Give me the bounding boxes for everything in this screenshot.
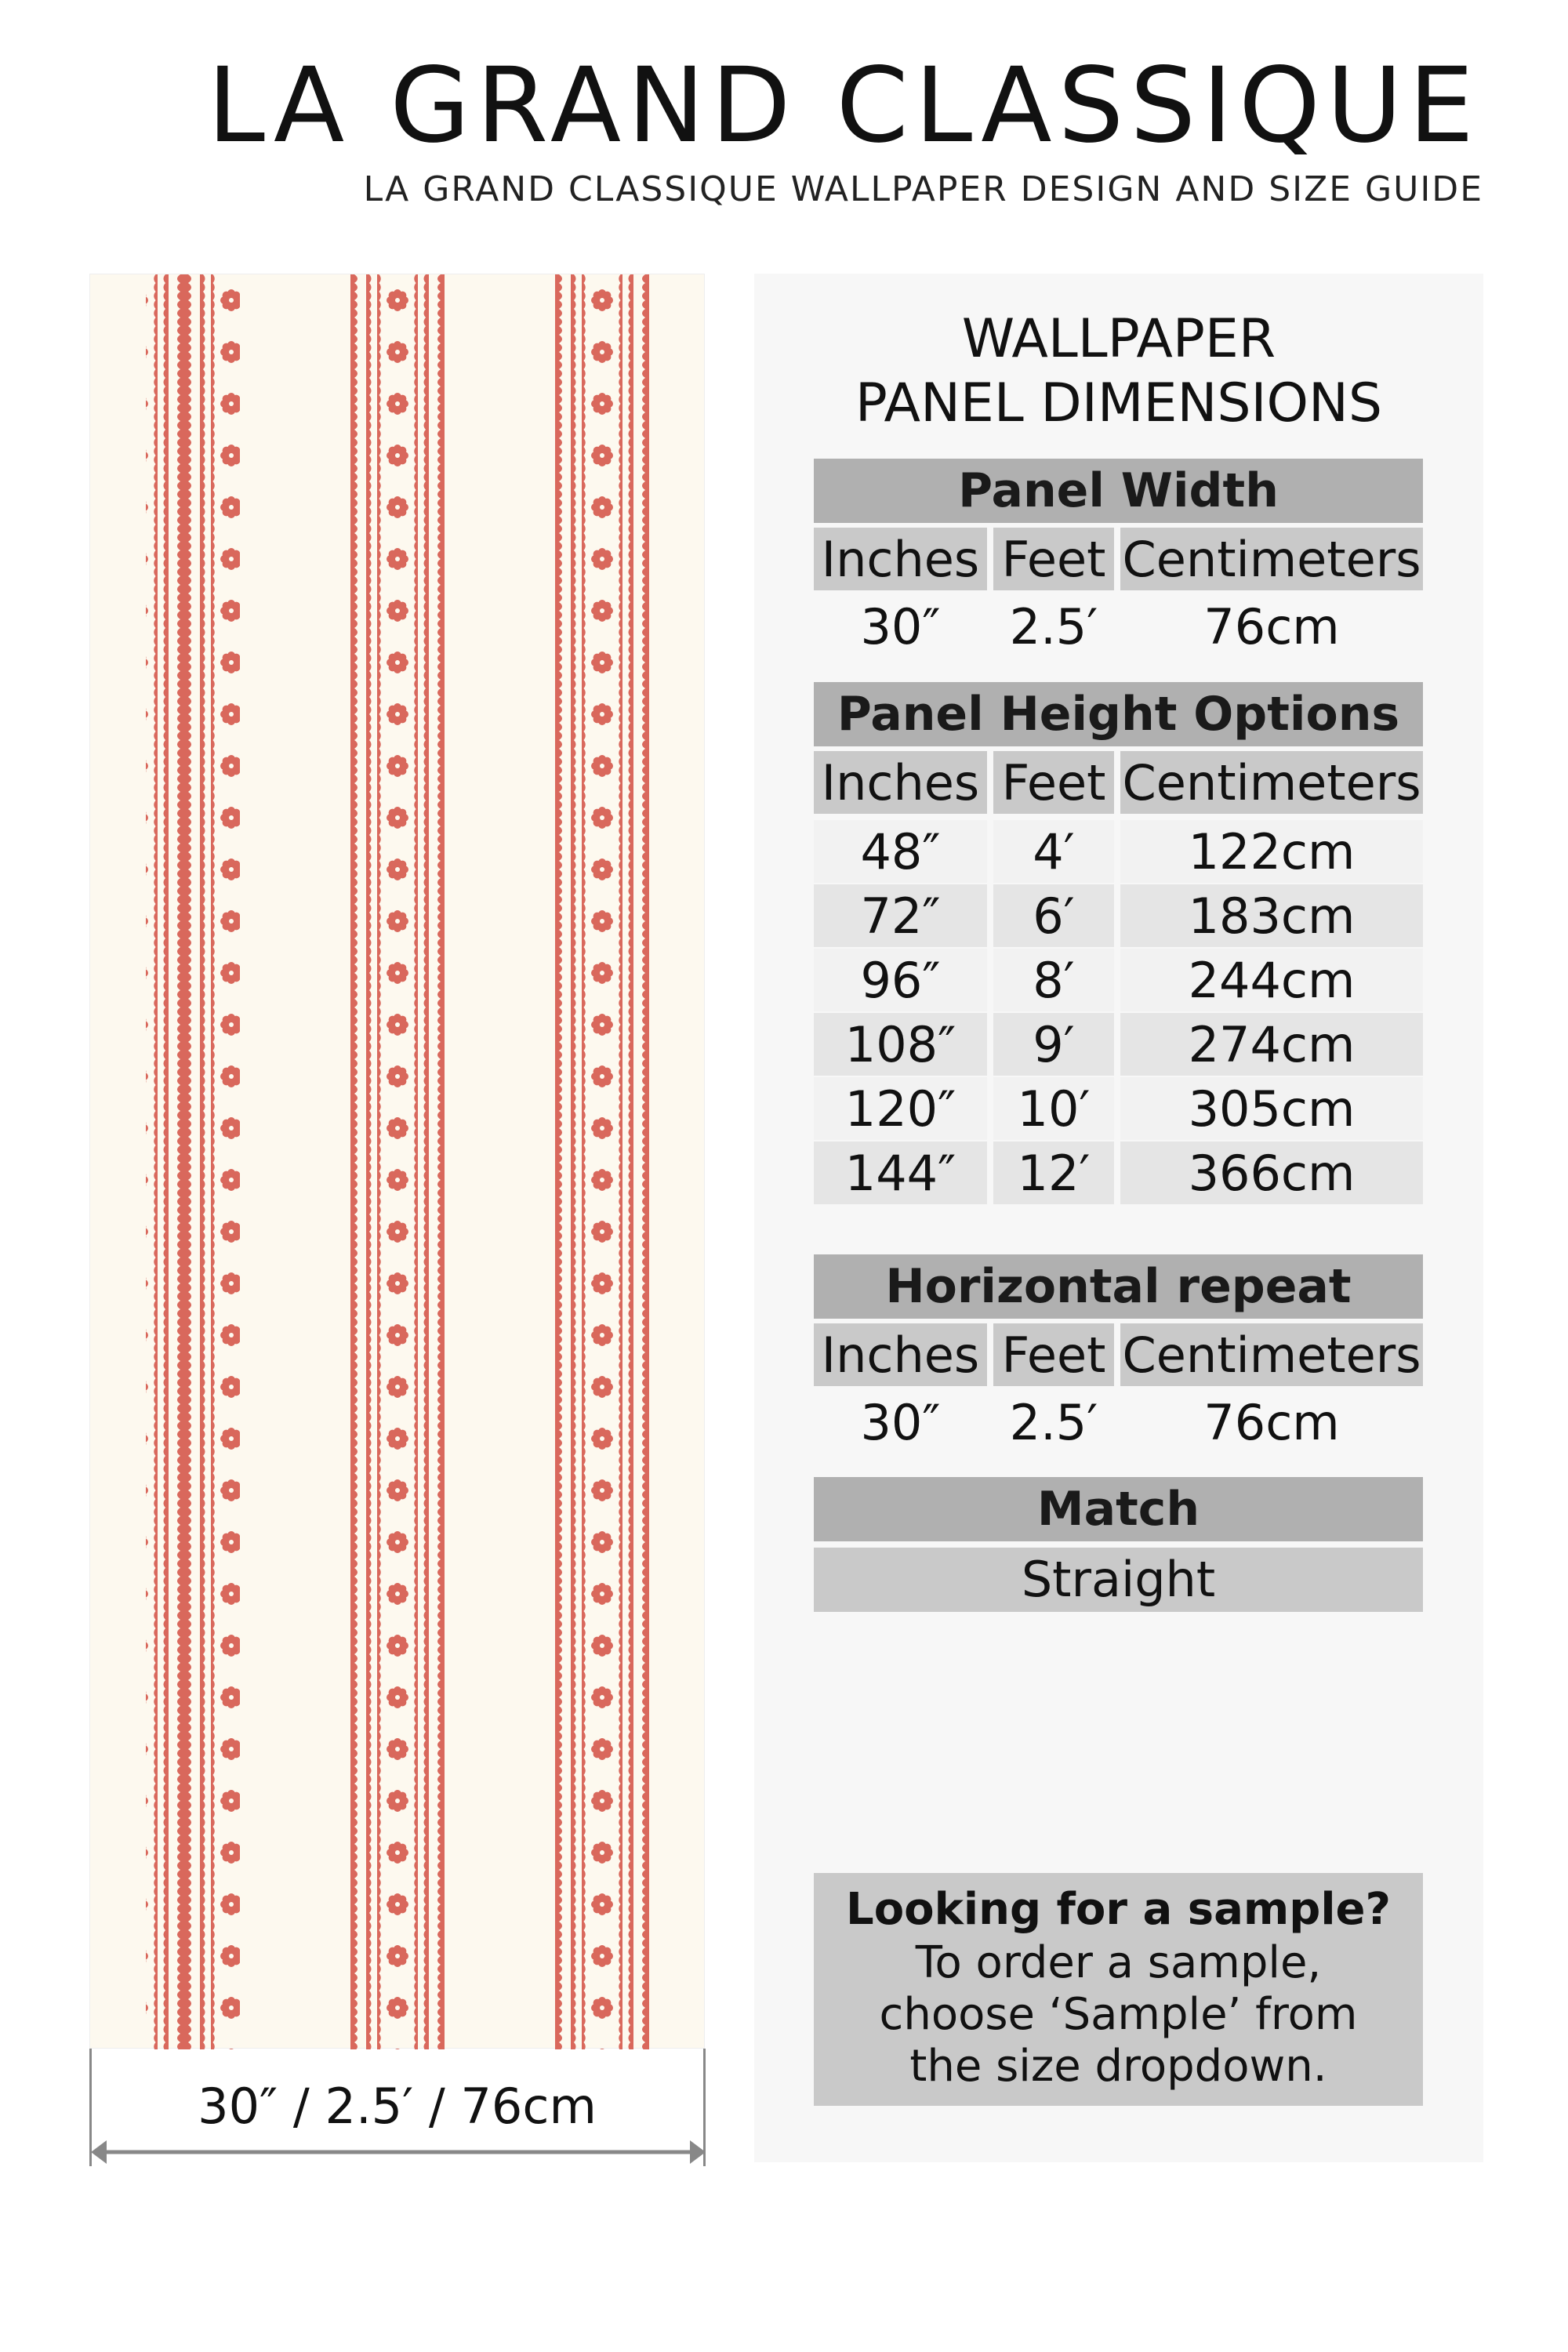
cm-value: 366cm [1120, 1142, 1423, 1204]
panel-height-table: Panel Height Options Inches Feet Centime… [814, 682, 1423, 1204]
table-row: 30″ 2.5′ 76cm [814, 1391, 1423, 1454]
inches-value: 108″ [814, 1013, 987, 1076]
feet-value: 10′ [993, 1077, 1114, 1140]
cm-value: 244cm [1120, 949, 1423, 1011]
inches-value: 30″ [860, 597, 941, 655]
col-feet: Feet [993, 751, 1114, 814]
col-centimeters: Centimeters [1120, 751, 1423, 814]
col-inches: Inches [814, 1323, 987, 1386]
cm-value: 305cm [1120, 1077, 1423, 1140]
guide-subtitle: LA GRAND CLASSIQUE WALLPAPER DESIGN AND … [363, 169, 1483, 209]
horizontal-repeat-heading: Horizontal repeat [814, 1254, 1423, 1319]
match-heading: Match [814, 1477, 1423, 1541]
col-centimeters: Centimeters [1120, 1323, 1423, 1386]
wallpaper-preview [89, 274, 705, 2049]
table-row: 48″ 4′ 122cm [814, 820, 1423, 883]
table-row: 96″ 8′ 244cm [814, 949, 1423, 1011]
col-feet: Feet [993, 528, 1114, 590]
inches-value: 96″ [814, 949, 987, 1011]
width-arrow-icon [91, 2140, 706, 2164]
col-inches: Inches [814, 528, 987, 590]
panel-width-heading: Panel Width [814, 459, 1423, 523]
table-row: 120″ 10′ 305cm [814, 1077, 1423, 1140]
match-value: Straight [814, 1548, 1423, 1612]
feet-value: 2.5′ [1009, 1393, 1098, 1451]
cm-value: 274cm [1120, 1013, 1423, 1076]
match-table: Match Straight [814, 1477, 1423, 1612]
stripe-3 [555, 274, 649, 2049]
col-feet: Feet [993, 1323, 1114, 1386]
feet-value: 2.5′ [1009, 597, 1098, 655]
table-row: 72″ 6′ 183cm [814, 884, 1423, 947]
sample-line-2: choose ‘Sample’ from [879, 1989, 1358, 2040]
table-row: 30″ 2.5′ 76cm [814, 595, 1423, 658]
panel-height-heading: Panel Height Options [814, 682, 1423, 746]
table-row: 144″ 12′ 366cm [814, 1142, 1423, 1204]
panel-title-line2: PANEL DIMENSIONS [855, 372, 1383, 434]
feet-value: 4′ [993, 820, 1114, 883]
inches-value: 144″ [814, 1142, 987, 1204]
feet-value: 9′ [993, 1013, 1114, 1076]
inches-value: 30″ [860, 1393, 941, 1451]
cm-value: 183cm [1120, 884, 1423, 947]
column-header-row: Inches Feet Centimeters [814, 528, 1423, 590]
cm-value: 122cm [1120, 820, 1423, 883]
table-row: 108″ 9′ 274cm [814, 1013, 1423, 1076]
cm-value: 76cm [1203, 1393, 1340, 1451]
panel-width-table: Panel Width Inches Feet Centimeters 30″ … [814, 459, 1423, 658]
sample-line-1: To order a sample, [915, 1937, 1322, 1988]
horizontal-repeat-table: Horizontal repeat Inches Feet Centimeter… [814, 1254, 1423, 1454]
dimension-tick-left [89, 2049, 92, 2166]
inches-value: 120″ [814, 1077, 987, 1140]
stripe-1 [146, 274, 240, 2049]
dimension-tick-right [703, 2049, 706, 2166]
sample-line-3: the size dropdown. [909, 2041, 1327, 2092]
col-centimeters: Centimeters [1120, 528, 1423, 590]
stripe-2 [350, 274, 445, 2049]
panel-width-label: 30″ / 2.5′ / 76cm [198, 2078, 597, 2135]
feet-value: 12′ [993, 1142, 1114, 1204]
brand-title: LA GRAND CLASSIQUE [207, 45, 1480, 166]
col-inches: Inches [814, 751, 987, 814]
feet-value: 6′ [993, 884, 1114, 947]
inches-value: 48″ [814, 820, 987, 883]
panel-title-line1: WALLPAPER [961, 308, 1276, 370]
sample-info-box: Looking for a sample? To order a sample,… [814, 1873, 1423, 2106]
feet-value: 8′ [993, 949, 1114, 1011]
sample-question: Looking for a sample? [846, 1884, 1391, 1935]
cm-value: 76cm [1203, 597, 1340, 655]
column-header-row: Inches Feet Centimeters [814, 1323, 1423, 1386]
inches-value: 72″ [814, 884, 987, 947]
column-header-row: Inches Feet Centimeters [814, 751, 1423, 814]
panel-title: WALLPAPER PANEL DIMENSIONS [754, 307, 1483, 436]
stripe-pattern-image [146, 274, 649, 2049]
